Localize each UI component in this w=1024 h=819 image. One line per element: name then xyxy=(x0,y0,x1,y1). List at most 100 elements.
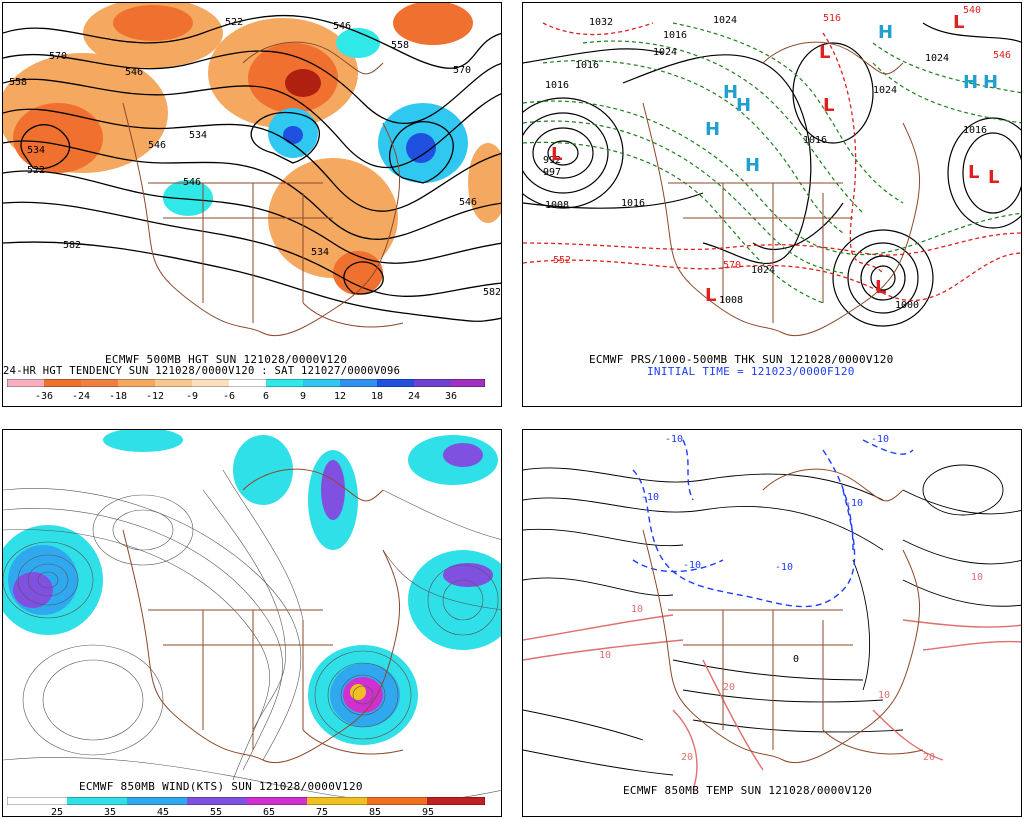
svg-text:1008: 1008 xyxy=(545,200,569,211)
high-marker-icon: H xyxy=(723,82,738,103)
svg-text:570: 570 xyxy=(453,65,471,76)
svg-text:558: 558 xyxy=(9,77,27,88)
svg-text:1024: 1024 xyxy=(653,47,677,58)
svg-text:1024: 1024 xyxy=(751,265,775,276)
high-marker-icon: H xyxy=(736,95,751,116)
svg-text:-10: -10 xyxy=(641,492,659,503)
svg-text:570: 570 xyxy=(49,51,67,62)
svg-text:20: 20 xyxy=(923,752,935,763)
svg-text:-10: -10 xyxy=(775,562,793,573)
svg-text:-10: -10 xyxy=(665,434,683,445)
svg-text:546: 546 xyxy=(183,177,201,188)
svg-text:20: 20 xyxy=(723,682,735,693)
coastlines xyxy=(642,41,920,337)
contour-labels: 570 558 546 534 522 546 570 558 546 534 … xyxy=(9,17,501,298)
svg-text:534: 534 xyxy=(311,247,329,258)
high-pressure-marks: H H H H H H H xyxy=(705,22,998,176)
temp-labels: -10 -10 -10 -10 -10 -10 0 10 10 10 10 20… xyxy=(599,434,983,763)
low-marker-icon: L xyxy=(705,285,716,306)
coastlines xyxy=(122,468,404,764)
svg-text:1024: 1024 xyxy=(713,15,737,26)
panel-850mb-wind: ECMWF 850MB WIND(KTS) SUN 121028/0000V12… xyxy=(2,429,502,817)
svg-text:1016: 1016 xyxy=(663,30,687,41)
thickness-cold xyxy=(523,22,1021,304)
high-marker-icon: H xyxy=(878,22,893,43)
svg-text:522: 522 xyxy=(225,17,243,28)
svg-text:1032: 1032 xyxy=(589,17,613,28)
panel3-title: ECMWF 850MB WIND(KTS) SUN 121028/0000V12… xyxy=(79,780,363,793)
low-pressure-marks: L L L L L L L L xyxy=(551,12,999,306)
svg-text:546: 546 xyxy=(148,140,166,151)
high-marker-icon: H xyxy=(983,72,998,93)
panel1-subtitle: 24-HR HGT TENDENCY SUN 121028/0000V120 :… xyxy=(3,365,401,377)
svg-text:546: 546 xyxy=(459,197,477,208)
svg-text:522: 522 xyxy=(27,165,45,176)
thickness-labels: 540 546 552 570 516 xyxy=(553,5,1011,271)
svg-text:534: 534 xyxy=(189,130,207,141)
svg-text:516: 516 xyxy=(823,13,841,24)
coastlines xyxy=(642,468,924,764)
svg-text:10: 10 xyxy=(599,650,611,661)
panel2-title: ECMWF PRS/1000-500MB THK SUN 121028/0000… xyxy=(589,353,894,366)
coastlines xyxy=(122,41,404,337)
wind-speed-fills xyxy=(3,430,501,745)
svg-text:997: 997 xyxy=(543,167,561,178)
panel-850mb-temperature: -10 -10 -10 -10 -10 -10 0 10 10 10 10 20… xyxy=(522,429,1022,817)
svg-text:1016: 1016 xyxy=(803,135,827,146)
svg-text:1016: 1016 xyxy=(575,60,599,71)
panel1-colorbar xyxy=(7,379,485,387)
streamlines xyxy=(3,469,501,802)
panel-pressure-thickness: 1032 1024 1016 1024 1016 1016 1008 1024 … xyxy=(522,2,1022,407)
low-marker-icon: L xyxy=(823,95,834,116)
svg-text:1024: 1024 xyxy=(925,53,949,64)
temp-contours-neutral xyxy=(523,464,1021,776)
svg-text:582: 582 xyxy=(483,287,501,298)
svg-text:1016: 1016 xyxy=(963,125,987,136)
high-marker-icon: H xyxy=(963,72,978,93)
svg-text:1016: 1016 xyxy=(621,198,645,209)
svg-text:540: 540 xyxy=(963,5,981,16)
svg-text:1024: 1024 xyxy=(873,85,897,96)
thickness-warm xyxy=(523,22,1021,301)
svg-text:10: 10 xyxy=(971,572,983,583)
map-850mb-wind xyxy=(3,430,501,802)
svg-text:558: 558 xyxy=(391,40,409,51)
panel-500mb-height: 570 558 546 534 522 546 570 558 546 534 … xyxy=(2,2,502,407)
high-marker-icon: H xyxy=(745,155,760,176)
svg-text:1000: 1000 xyxy=(895,300,919,311)
svg-text:546: 546 xyxy=(333,21,351,32)
high-marker-icon: H xyxy=(705,119,720,140)
svg-text:582: 582 xyxy=(63,240,81,251)
svg-text:1016: 1016 xyxy=(545,80,569,91)
map-500mb: 570 558 546 534 522 546 570 558 546 534 … xyxy=(3,3,501,337)
svg-text:0: 0 xyxy=(793,654,799,665)
temp-contours-warm xyxy=(523,614,1021,791)
panel3-colorbar xyxy=(7,797,485,805)
panel2-subtitle: INITIAL TIME = 121023/0000F120 xyxy=(647,365,855,378)
svg-text:10: 10 xyxy=(878,690,890,701)
height-contours xyxy=(3,14,501,322)
svg-text:546: 546 xyxy=(993,50,1011,61)
map-pressure-thickness: 1032 1024 1016 1024 1016 1016 1008 1024 … xyxy=(523,5,1021,337)
svg-text:570: 570 xyxy=(723,260,741,271)
svg-text:-10: -10 xyxy=(845,498,863,509)
svg-text:10: 10 xyxy=(631,604,643,615)
svg-text:-10: -10 xyxy=(683,560,701,571)
temp-contours-cold xyxy=(632,439,914,608)
panel4-title: ECMWF 850MB TEMP SUN 121028/0000V120 xyxy=(623,784,873,797)
svg-text:20: 20 xyxy=(681,752,693,763)
map-850mb-temp: -10 -10 -10 -10 -10 -10 0 10 10 10 10 20… xyxy=(523,434,1021,791)
low-marker-icon: L xyxy=(953,12,964,33)
low-marker-icon: L xyxy=(551,144,562,165)
low-marker-icon: L xyxy=(988,167,999,188)
low-marker-icon: L xyxy=(875,277,886,298)
svg-text:992: 992 xyxy=(543,155,561,166)
low-marker-icon: L xyxy=(968,162,979,183)
panel1-title: ECMWF 500MB HGT SUN 121028/0000V120 xyxy=(105,353,348,366)
pressure-labels: 1032 1024 1016 1024 1016 1016 1008 1024 … xyxy=(543,15,987,311)
svg-text:1008: 1008 xyxy=(719,295,743,306)
svg-text:552: 552 xyxy=(553,255,571,266)
svg-text:546: 546 xyxy=(125,67,143,78)
low-marker-icon: L xyxy=(819,42,830,63)
svg-text:-10: -10 xyxy=(871,434,889,445)
